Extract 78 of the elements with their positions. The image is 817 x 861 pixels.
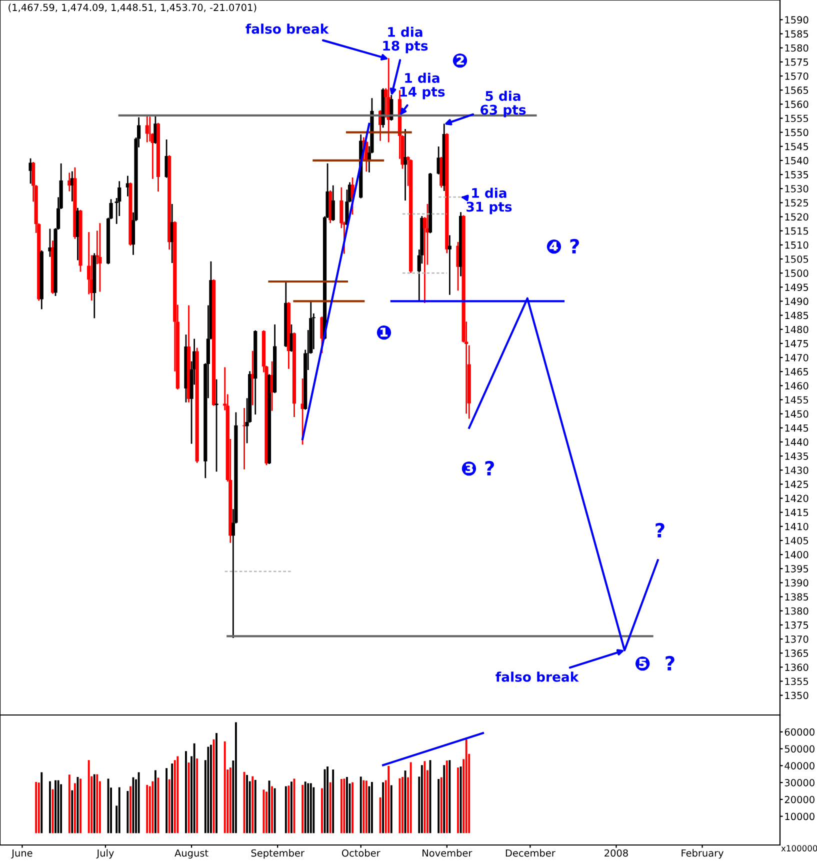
x-tick-label: November	[422, 849, 472, 857]
y-tick-label: 1420	[785, 494, 808, 502]
y-tick-label: 1585	[785, 30, 808, 38]
annotation: ❸ ?	[462, 460, 494, 476]
y-tick-label: 1475	[785, 340, 808, 348]
y-tick-label: 1470	[785, 354, 808, 362]
x-tick-label: September	[251, 849, 304, 859]
y-tick-label: 1450	[785, 410, 808, 418]
annotation: 1 dia 14 pts	[400, 72, 445, 100]
y-tick-label: 1500	[785, 270, 808, 277]
y-tick-label: 60000	[784, 728, 814, 736]
y-tick-label: 1525	[785, 199, 808, 207]
y-tick-label: 1405	[785, 536, 808, 544]
x-tick-label: October	[342, 849, 380, 857]
y-tick-label: 1515	[785, 227, 808, 235]
y-tick-label: 30000	[784, 779, 814, 786]
y-tick-label: 1480	[785, 326, 808, 334]
y-tick-label: 1395	[785, 565, 808, 572]
annotation: ❶	[376, 325, 392, 340]
chart-title: (1,467.59, 1,474.09, 1,448.51, 1,453.70, -21.0701)	[8, 4, 256, 12]
candlestick	[214, 379, 218, 472]
y-tick-label: 1590	[785, 16, 808, 24]
y-tick-label: 1365	[785, 650, 808, 657]
x-tick-label: 2008	[604, 849, 628, 857]
y-tick-label: 1505	[785, 255, 808, 263]
y-tick-label: 1385	[785, 593, 808, 601]
annotation: falso break	[246, 24, 329, 34]
annotation: ❺ ?	[636, 656, 674, 671]
y-tick-label: 1430	[785, 466, 808, 474]
y-tick-label: 1545	[785, 142, 808, 150]
y-tick-label: 1360	[785, 664, 808, 671]
y-tick-label: 1425	[785, 480, 808, 488]
y-tick-label: 1570	[785, 72, 808, 80]
annotation: 1 dia 18 pts	[383, 26, 428, 54]
annotation: ❹ ?	[546, 238, 579, 254]
y-tick-label: 1375	[785, 621, 808, 629]
y-tick-label: 1580	[785, 44, 808, 52]
y-tick-label: 1560	[785, 100, 808, 108]
y-tick-label: 1465	[785, 368, 808, 376]
y-tick-label: 1380	[785, 607, 808, 615]
y-tick-label: 1460	[785, 382, 808, 390]
y-tick-label: 1445	[785, 424, 808, 432]
y-tick-label: 1435	[785, 452, 808, 460]
y-tick-label: 20000	[784, 796, 814, 804]
x-tick-label: June	[11, 849, 32, 858]
y-tick-label: 1350	[785, 692, 808, 700]
y-tick-label: 1415	[785, 508, 808, 516]
y-tick-label: 1495	[785, 284, 808, 291]
y-tick-label: 1370	[785, 635, 808, 643]
x-tick-label: February	[682, 849, 724, 859]
y-tick-label: 10000	[785, 812, 814, 820]
y-tick-label: 1535	[785, 171, 808, 178]
annotation: falso break	[496, 672, 579, 682]
y-tick-label: 1555	[785, 114, 808, 122]
x-tick-label: December	[506, 849, 556, 857]
y-tick-label: 1440	[785, 438, 808, 446]
y-tick-label: 1455	[785, 396, 808, 404]
y-tick-label: 1550	[785, 128, 808, 136]
y-tick-label: 1510	[785, 241, 808, 249]
text: x100000	[781, 845, 817, 852]
y-tick-label: 1355	[785, 678, 808, 686]
y-tick-label: 1530	[785, 185, 808, 192]
y-tick-label: 1575	[785, 58, 808, 66]
y-tick-label: 1390	[785, 579, 808, 587]
y-tick-label: 50000	[784, 745, 814, 753]
annotation: 1 dia 31 pts	[466, 188, 512, 214]
y-tick-label: 1485	[785, 312, 808, 320]
y-tick-label: 1565	[785, 86, 808, 94]
x-tick-label: August	[174, 849, 208, 859]
annotation: ?	[656, 522, 664, 538]
y-tick-label: 1490	[785, 298, 808, 306]
x-tick-label: July	[96, 849, 114, 859]
y-tick-label: 1520	[785, 213, 808, 221]
y-tick-label: 40000	[784, 762, 814, 770]
annotation: ❷	[452, 53, 468, 68]
y-tick-label: 1540	[785, 156, 808, 164]
y-tick-label: 1410	[785, 522, 808, 530]
y-tick-label: 1400	[785, 551, 808, 558]
